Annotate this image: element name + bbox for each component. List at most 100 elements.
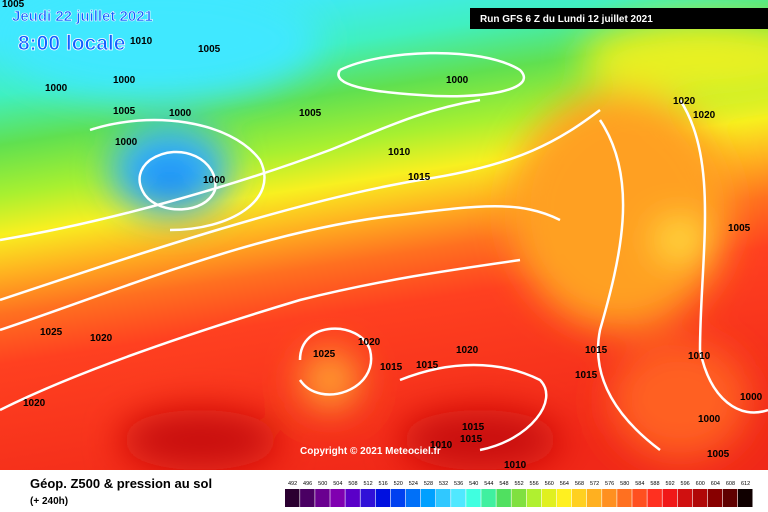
scale-label: 548 (499, 481, 508, 487)
isobar-label: 1010 (130, 36, 153, 47)
scale-label: 512 (363, 481, 372, 487)
isobar-label: 1000 (446, 75, 469, 86)
scale-swatch (662, 489, 677, 507)
scale-swatch (526, 489, 542, 507)
isobar-label: 1010 (504, 460, 527, 471)
color-scale: 492 496 500 504 508 512 516 520 524 528 532 536 540 5… (285, 481, 753, 507)
field-shading (0, 0, 768, 470)
scale-label: 552 (514, 481, 523, 487)
run-box (470, 8, 768, 29)
scale-swatch (692, 489, 708, 507)
isobar-label: 1025 (313, 349, 336, 360)
scale-label: 540 (469, 481, 478, 487)
scale-label: 592 (665, 481, 674, 487)
isobar-label: 1020 (90, 333, 113, 344)
scale-label: 560 (545, 481, 554, 487)
scale-label: 536 (454, 481, 463, 487)
isobar-label: 1000 (115, 137, 138, 148)
scale-label: 556 (530, 481, 539, 487)
isobars (0, 51, 768, 452)
scale-label: 588 (650, 481, 659, 487)
scale-swatch (345, 489, 360, 507)
valid-date: Jeudi 22 juillet 2021 (12, 8, 153, 25)
scale-swatch (315, 489, 330, 507)
run-info: Run GFS 6 Z du Lundi 12 juillet 2021 (480, 14, 653, 25)
scale-label: 544 (484, 481, 493, 487)
scale-label: 572 (590, 481, 599, 487)
isobar-label: 1015 (585, 345, 608, 356)
scale-swatch (300, 489, 315, 507)
scale-label: 496 (303, 481, 312, 487)
scale-swatch (375, 489, 391, 507)
scale-label: 600 (696, 481, 705, 487)
isobar-label: 1005 (728, 223, 751, 234)
isobar-label: 1020 (23, 398, 46, 409)
scale-swatch (451, 489, 466, 507)
scale-swatch (541, 489, 557, 507)
scale-label: 608 (726, 481, 735, 487)
copyright: Copyright © 2021 Meteociel.fr (300, 446, 441, 457)
scale-label: 492 (288, 481, 297, 487)
scale-label: 516 (379, 481, 388, 487)
scale-swatch (632, 489, 647, 507)
scale-swatch (405, 489, 421, 507)
isobar-label: 1000 (169, 108, 192, 119)
scale-label: 604 (711, 481, 720, 487)
valid-time: 8:00 locale (18, 32, 125, 55)
isobar-label: 1010 (430, 440, 453, 451)
scale-swatch (285, 489, 300, 507)
scale-swatch (360, 489, 375, 507)
scale-label: 524 (409, 481, 418, 487)
isobar-label: 1015 (416, 360, 439, 371)
scale-swatch (602, 489, 617, 507)
isobar-label: 1020 (456, 345, 479, 356)
isobar-label: 1000 (698, 414, 721, 425)
isobar-label: 1005 (299, 108, 322, 119)
isobar-label: 1015 (408, 172, 431, 183)
isobar-label: 1015 (380, 362, 403, 373)
scale-label: 580 (620, 481, 629, 487)
scale-swatch (647, 489, 662, 507)
isobar-label: 1000 (203, 175, 226, 186)
scale-swatch (511, 489, 526, 507)
isobar-label: 1000 (740, 392, 763, 403)
scale-swatch (556, 489, 572, 507)
isobar-label: 1005 (2, 0, 25, 10)
scale-label: 504 (333, 481, 342, 487)
scale-swatch (481, 489, 496, 507)
scale-swatch (420, 489, 436, 507)
isobar-labels: 1005 1010 1005 1000 1000 1005 1000 1000 1000 1000… (2, 0, 763, 471)
scale-swatch (496, 489, 511, 507)
scale-label: 584 (635, 481, 644, 487)
scale-swatch (722, 489, 738, 507)
scale-swatch (390, 489, 406, 507)
scale-label: 596 (681, 481, 690, 487)
isobar-label: 1000 (113, 75, 136, 86)
scale-swatch (587, 489, 602, 507)
scale-swatch (677, 489, 693, 507)
isobar-label: 1005 (707, 449, 730, 460)
forecast-lead: (+ 240h) (30, 496, 68, 507)
isobar-label: 1005 (198, 44, 221, 55)
scale-label: 532 (439, 481, 448, 487)
isobar-label: 1010 (688, 351, 711, 362)
isobar-label: 1015 (575, 370, 598, 381)
isobar-label: 1025 (40, 327, 63, 338)
scale-label: 500 (318, 481, 327, 487)
isobar-label: 1015 (460, 434, 483, 445)
footer-title: Géop. Z500 & pression au sol (30, 476, 212, 491)
scale-swatch (617, 489, 632, 507)
scale-swatch (466, 489, 481, 507)
isobar-label: 1000 (45, 83, 68, 94)
scale-swatch (707, 489, 723, 507)
scale-label: 612 (741, 481, 750, 487)
scale-label: 520 (394, 481, 403, 487)
isobar-label: 1020 (673, 96, 696, 107)
scale-label: 568 (575, 481, 584, 487)
scale-swatch (330, 489, 345, 507)
scale-label: 508 (348, 481, 357, 487)
scale-label: 528 (424, 481, 433, 487)
scale-label: 576 (605, 481, 614, 487)
